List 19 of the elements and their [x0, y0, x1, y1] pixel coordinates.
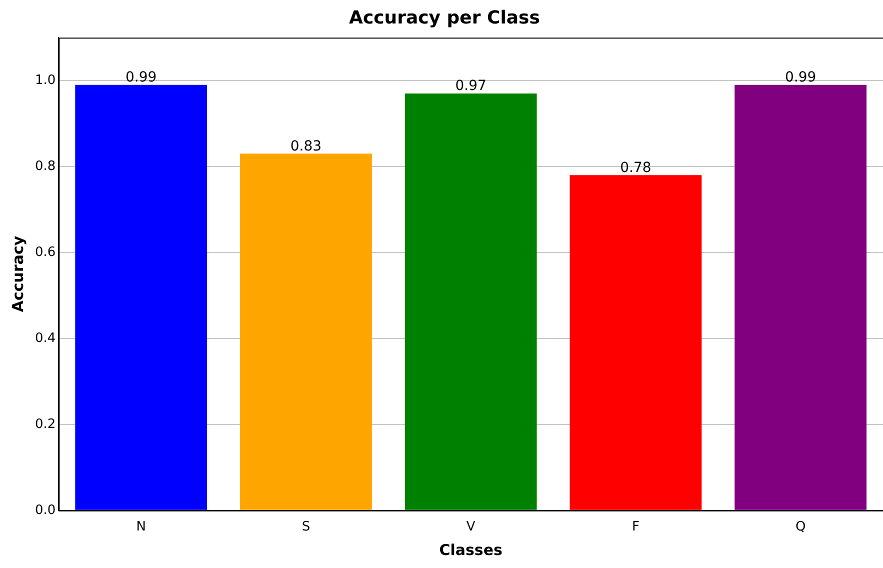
- y-tick-label: 1.0: [34, 72, 56, 88]
- x-tick-label: F: [632, 520, 640, 535]
- data-label: 0.97: [455, 78, 486, 94]
- y-tick-label: 0.4: [34, 330, 56, 346]
- x-tick-label: Q: [795, 520, 806, 535]
- x-tick-label: S: [302, 520, 310, 535]
- data-label: 0.99: [784, 70, 816, 86]
- y-tick-label: 0.0: [34, 502, 56, 518]
- x-axis-title: Classes: [439, 540, 503, 559]
- y-tick-label: 0.8: [34, 158, 56, 174]
- y-tick-label: 0.2: [34, 416, 56, 432]
- data-label: 0.83: [290, 138, 322, 154]
- data-label: 0.78: [620, 160, 652, 176]
- data-label: 0.99: [126, 70, 157, 86]
- x-tick-label: N: [136, 520, 146, 535]
- x-tick-label: V: [466, 520, 476, 535]
- y-axis-title: Accuracy: [8, 236, 27, 312]
- chart-title: Accuracy per Class: [349, 7, 540, 28]
- y-tick-label: 0.6: [34, 244, 56, 260]
